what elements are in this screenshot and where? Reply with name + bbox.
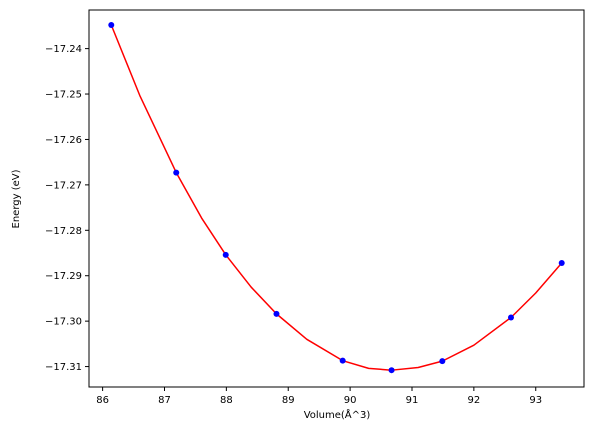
- y-axis-ticks: −17.24 −17.25 −17.26 −17.27 −17.28 −17.29 −17.…: [45, 44, 89, 373]
- y-tick-label: −17.29: [45, 271, 82, 282]
- x-tick-label: 86: [96, 395, 109, 406]
- plot-frame: [88, 9, 585, 388]
- x-tick-label: 92: [467, 395, 480, 406]
- y-tick-label: −17.25: [45, 90, 82, 101]
- x-axis-label: Volume(Å^3): [304, 408, 371, 421]
- x-tick-label: 90: [344, 395, 357, 406]
- x-tick-label: 93: [529, 395, 542, 406]
- x-tick-label: 87: [158, 395, 171, 406]
- data-point: [507, 314, 514, 321]
- data-point: [558, 260, 565, 266]
- y-axis-label: Energy (eV): [11, 169, 22, 228]
- data-point: [108, 21, 115, 28]
- data-point: [222, 251, 229, 258]
- data-point: [439, 358, 446, 365]
- y-tick-label: −17.24: [45, 44, 82, 55]
- y-tick-label: −17.31: [45, 362, 82, 373]
- plot-area: [89, 10, 584, 387]
- x-tick-label: 88: [220, 395, 233, 406]
- data-point: [388, 367, 395, 374]
- x-tick-label: 91: [406, 395, 419, 406]
- x-tick-label: 89: [282, 395, 295, 406]
- data-point: [339, 357, 346, 364]
- y-tick-label: −17.26: [45, 135, 82, 146]
- data-points-layer: [108, 21, 565, 374]
- y-tick-label: −17.27: [45, 180, 82, 191]
- data-point: [273, 310, 280, 317]
- data-point: [173, 169, 180, 176]
- x-axis-ticks: 86 87 88 89 90 91 92 93: [96, 387, 542, 406]
- y-tick-label: −17.30: [45, 317, 82, 328]
- y-tick-label: −17.28: [45, 226, 82, 237]
